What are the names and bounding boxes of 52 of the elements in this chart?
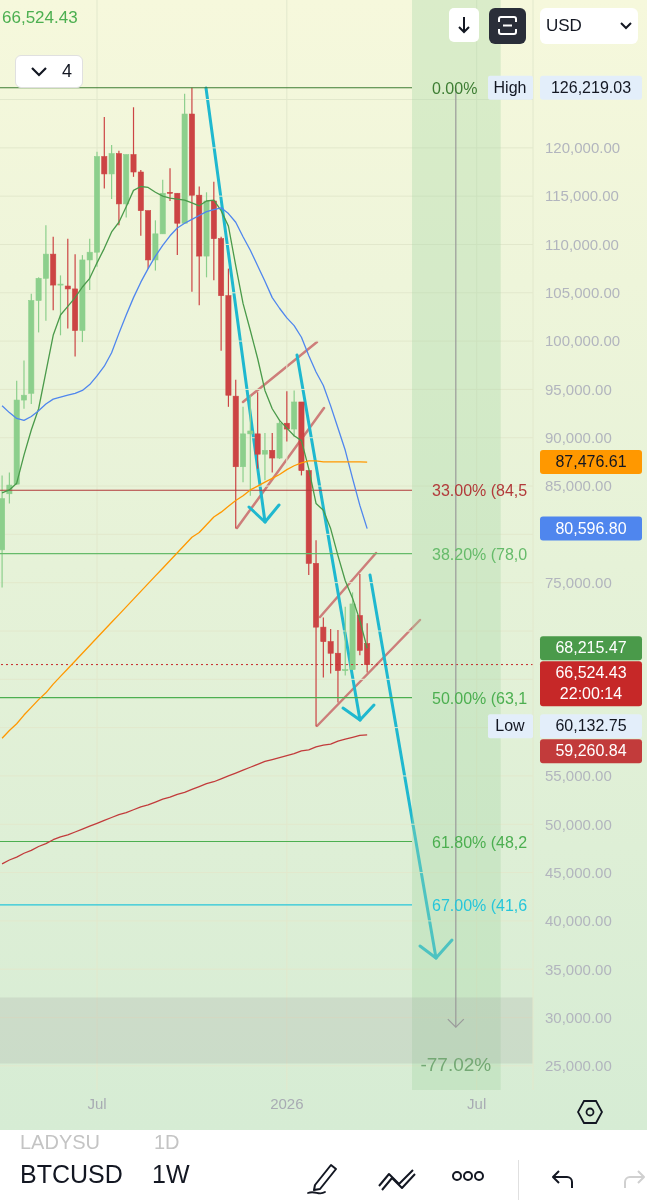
y-tick-label: 55,000.00 [545,767,612,785]
annotation: 67.00% (41,6 [432,896,528,914]
text: 59,260.84 [555,742,627,760]
y-tick-label: 50,000.00 [545,815,612,833]
annotation: 0.00% [432,79,478,97]
annotation: 50.00% (63,1 [432,689,528,707]
candlestick [101,116,108,190]
y-tick-label: 95,000.00 [545,380,612,398]
y-tick-label: 30,000.00 [545,1008,612,1026]
text: 68,215.47 [555,639,627,657]
dropdown-field: USD [540,8,638,44]
y-tick-label: 120,000.00 [545,139,621,157]
y-tick-label: 105,000.00 [545,284,621,302]
annotation: 33.00% (84,5 [432,482,528,500]
y-tick-label: 75,000.00 [545,574,612,592]
dropdown-button: 4 [15,55,83,88]
text: 1W [152,1160,190,1189]
y-tick-label: 90,000.00 [545,429,612,447]
candlestick [254,391,261,470]
y-tick-label: 40,000.00 [545,912,612,930]
ref-line-label: 66,524.43 [555,664,627,682]
y-tick-label: 110,000.00 [545,235,619,253]
x-tick-label: 2026 [270,1094,304,1112]
text: 126,219.03 [550,78,632,96]
candlestick [57,274,64,336]
x-tick-label: Jul [467,1094,487,1112]
annotation: -77.02% [420,1054,492,1076]
line-series [1,207,368,530]
y-tick-label: 85,000.00 [545,477,612,495]
annotation: 66,524.43 [2,8,78,28]
annotation: 61.80% (48,2 [432,833,528,851]
line-series [1,734,368,865]
text: 87,476.61 [555,453,627,471]
annotation: Low [495,717,526,735]
x-tick-label: Jul [87,1094,107,1112]
text: 80,596.80 [555,519,627,537]
candlestick [262,432,268,481]
candlestick [269,432,276,474]
text: 60,132.75 [555,717,627,735]
y-tick-label: 115,000.00 [545,187,619,205]
line-series [1,460,368,739]
annotation: High [493,78,527,96]
annotation: 4 [62,61,73,82]
text: 1D [154,1131,180,1154]
candlestick [108,144,115,200]
text: 22:00:14 [559,685,623,703]
text: LADYSU [20,1131,101,1154]
y-tick-label: 45,000.00 [545,863,612,881]
text: BTCUSD [20,1160,123,1189]
y-tick-label: 25,000.00 [545,1057,612,1075]
y-tick-label: 100,000.00 [545,332,621,350]
y-tick-label: 35,000.00 [545,960,612,978]
